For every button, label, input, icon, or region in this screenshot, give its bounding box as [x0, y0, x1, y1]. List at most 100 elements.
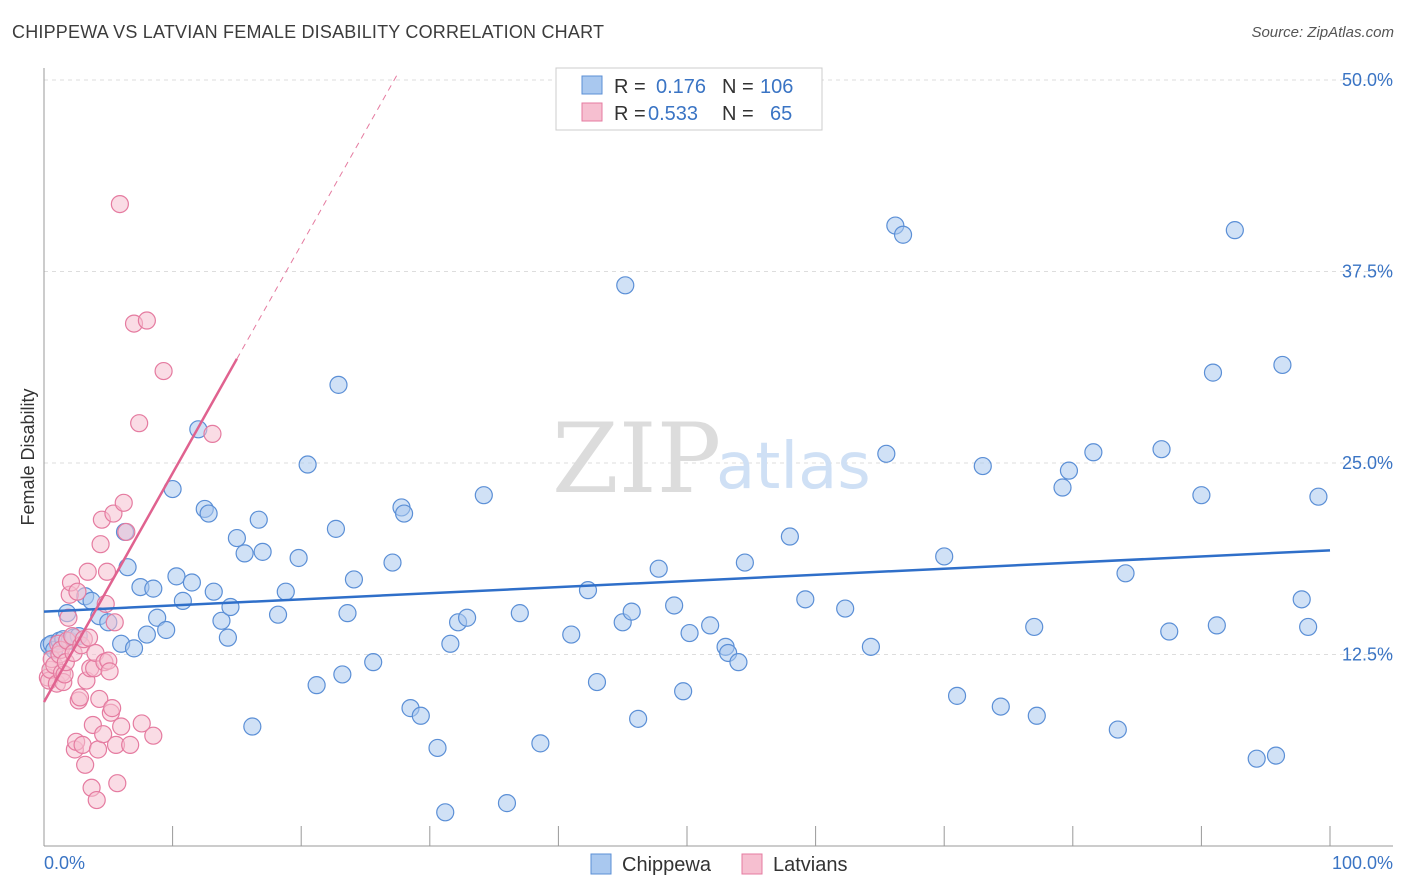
chippewa-point-78: [735, 553, 754, 572]
chippewa-point-56: [441, 634, 460, 653]
chippewa-point-69: [629, 709, 648, 728]
chippewa-point-67: [616, 276, 635, 295]
chippewa-point-33: [227, 528, 246, 548]
stats-r-label-latvians: R =: [614, 103, 646, 125]
chippewa-point-104: [1266, 746, 1286, 765]
chippewa-point-100: [1203, 363, 1223, 382]
stats-n-label-latvians: N =: [722, 103, 754, 125]
watermark-atlas-text: atlas: [716, 430, 871, 504]
chippewa-point-97: [1152, 440, 1171, 459]
stats-n-label-chippewa: N =: [722, 76, 754, 98]
chippewa-point-21: [157, 620, 176, 640]
series-legend: Chippewa Latvians: [590, 853, 848, 876]
y-axis-tick-labels: 12.5% 25.0% 37.5% 50.0%: [1342, 70, 1393, 665]
chippewa-point-107: [1299, 617, 1318, 637]
chippewa-point-20: [148, 608, 167, 627]
stats-legend-swatch-latvians: [581, 102, 603, 122]
latvians-point-37: [88, 740, 108, 759]
stats-r-label-chippewa: R =: [614, 76, 646, 98]
watermark-zip-text: ZIP: [552, 403, 721, 515]
latvians-point-38: [90, 689, 109, 709]
chippewa-point-16: [124, 639, 144, 658]
chippewa-point-63: [562, 625, 581, 644]
chippewa-point-28: [199, 504, 218, 523]
latvians-point-52: [108, 774, 127, 793]
chippewa-point-80: [796, 590, 815, 609]
chippewa-point-93: [1059, 461, 1079, 480]
chippewa-point-45: [333, 665, 352, 684]
chippewa-point-77: [729, 653, 748, 672]
latvians-point-61: [137, 311, 156, 330]
legend-label-chippewa: Chippewa: [622, 854, 712, 876]
legend-label-latvians: Latvians: [773, 854, 848, 876]
latvians-point-48: [103, 699, 122, 718]
y-tick-label-1: 25.0%: [1342, 453, 1393, 473]
stats-r-value-chippewa: 0.176: [656, 76, 706, 98]
chippewa-point-98: [1160, 622, 1179, 641]
chippewa-point-46: [338, 604, 357, 623]
latvians-point-29: [78, 562, 97, 581]
chippewa-point-86: [935, 547, 954, 566]
latvians-point-41: [94, 725, 113, 744]
chippewa-point-55: [436, 803, 455, 822]
latvians-point-60: [132, 714, 151, 733]
x-tick-label-max: 100.0%: [1332, 853, 1393, 873]
chippewa-point-90: [1025, 617, 1044, 637]
chippewa-point-106: [1292, 590, 1311, 609]
trend-lines: [42, 73, 1331, 703]
series-chippewa-points: [40, 216, 1328, 822]
chippewa-point-79: [780, 527, 799, 546]
stats-legend: R = 0.176 N = 106 R = 0.533 N = 65: [555, 67, 823, 131]
chippewa-point-53: [411, 706, 430, 725]
latvians-point-57: [121, 735, 140, 754]
legend-swatch-chippewa: [590, 853, 612, 875]
chippewa-point-92: [1053, 478, 1072, 497]
chippewa-point-25: [182, 573, 201, 592]
chippewa-point-103: [1247, 749, 1266, 768]
chippewa-point-35: [243, 717, 262, 736]
trend-line-chippewa: [43, 549, 1331, 613]
chippewa-point-102: [1225, 221, 1244, 240]
latvians-point-50: [105, 613, 124, 632]
chippewa-point-42: [307, 676, 326, 695]
chippewa-point-70: [649, 559, 668, 578]
trend-line-latvians: [42, 358, 238, 703]
grid-lines: [44, 79, 1393, 655]
latvians-point-23: [70, 688, 90, 707]
x-axis-ticks: [172, 826, 1331, 846]
latvians-point-44: [97, 562, 117, 581]
chippewa-point-74: [701, 616, 720, 635]
chippewa-point-48: [364, 653, 383, 672]
chippewa-point-19: [144, 579, 163, 598]
chippewa-point-49: [383, 553, 402, 572]
chippewa-point-94: [1084, 443, 1103, 462]
chippewa-point-37: [253, 542, 272, 561]
chippewa-point-38: [268, 605, 288, 624]
chippewa-point-87: [947, 686, 967, 705]
chippewa-point-88: [973, 456, 992, 476]
chippewa-point-108: [1309, 487, 1328, 506]
x-tick-label-min: 0.0%: [44, 853, 85, 873]
chippewa-point-96: [1116, 564, 1135, 583]
chippewa-point-83: [877, 444, 896, 463]
chippewa-point-68: [622, 602, 641, 621]
chippewa-point-59: [474, 486, 493, 505]
chippewa-point-73: [680, 623, 699, 643]
chippewa-point-30: [212, 611, 231, 630]
stats-legend-swatch-chippewa: [581, 75, 603, 95]
chippewa-point-43: [326, 519, 346, 538]
chippewa-point-41: [298, 455, 317, 474]
trend-line-latvians-extension: [236, 73, 399, 360]
legend-swatch-latvians: [741, 853, 763, 875]
latvians-point-59: [130, 414, 149, 433]
latvians-point-46: [100, 662, 119, 681]
chippewa-point-40: [289, 548, 308, 568]
chippewa-point-72: [674, 682, 693, 701]
chippewa-point-101: [1207, 616, 1226, 635]
chippewa-point-65: [587, 672, 607, 692]
chippewa-point-62: [531, 734, 550, 753]
latvians-point-21: [68, 582, 87, 601]
stats-n-value-chippewa: 106: [760, 76, 793, 98]
latvians-point-62: [144, 726, 163, 745]
